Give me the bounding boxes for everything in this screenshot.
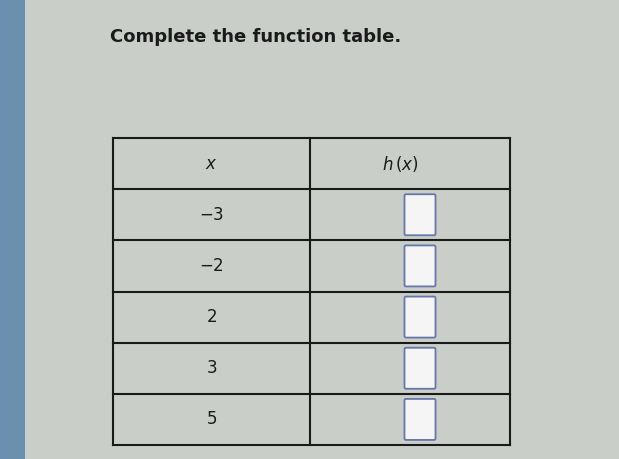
FancyBboxPatch shape xyxy=(404,297,436,337)
FancyBboxPatch shape xyxy=(404,399,436,440)
Bar xyxy=(0,0,25,459)
Text: $h\,(x)$: $h\,(x)$ xyxy=(382,154,418,174)
Text: $-2$: $-2$ xyxy=(199,257,224,275)
Bar xyxy=(113,138,510,445)
Text: $3$: $3$ xyxy=(206,359,217,377)
FancyBboxPatch shape xyxy=(404,348,436,389)
FancyBboxPatch shape xyxy=(404,246,436,286)
Text: $5$: $5$ xyxy=(206,410,217,428)
Text: $-3$: $-3$ xyxy=(199,206,224,224)
Text: $x$: $x$ xyxy=(206,155,218,173)
FancyBboxPatch shape xyxy=(404,194,436,235)
Text: Complete the function table.: Complete the function table. xyxy=(110,28,401,46)
Text: $2$: $2$ xyxy=(206,308,217,326)
